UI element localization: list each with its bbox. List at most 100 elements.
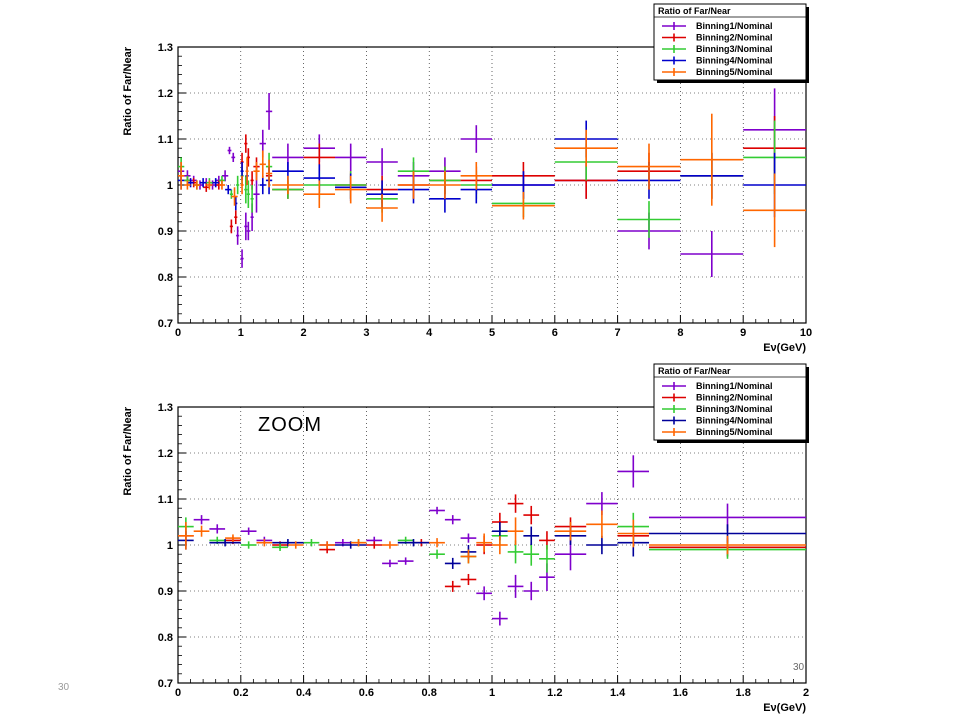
data-point — [586, 510, 618, 539]
legend-label: Binning2/Nominal — [696, 393, 773, 403]
data-point — [460, 162, 492, 190]
x-tick-label: 1.2 — [547, 687, 562, 699]
page-number-right: 30 — [793, 662, 805, 673]
legend-entry: Binning1/Nominal — [662, 381, 773, 391]
data-point — [460, 573, 477, 586]
data-point — [250, 185, 254, 213]
legend-label: Binning1/Nominal — [696, 381, 773, 391]
data-point — [523, 505, 540, 525]
data-point — [209, 539, 241, 547]
data-point — [240, 249, 244, 268]
data-point — [586, 535, 618, 555]
data-point — [523, 526, 540, 545]
data-point — [236, 175, 240, 195]
data-point — [227, 146, 232, 155]
data-point — [492, 535, 508, 555]
x-tick-label: 6 — [552, 327, 558, 339]
y-tick-label: 0.9 — [158, 586, 173, 598]
legend: Ratio of Far/Near Binning1/Nominal Binning… — [653, 3, 809, 83]
y-tick-label: 0.7 — [158, 318, 173, 330]
legend-entry: Binning3/Nominal — [662, 44, 773, 54]
data-point — [244, 175, 248, 204]
data-point — [492, 611, 508, 626]
data-point — [460, 125, 492, 153]
data-point — [244, 134, 248, 153]
data-point — [444, 557, 461, 569]
data-point — [184, 180, 191, 190]
legend-entry: Binning2/Nominal — [662, 33, 773, 43]
x-tick-label: 0.4 — [296, 687, 312, 699]
data-point — [617, 519, 649, 548]
data-point — [507, 517, 524, 545]
data-point — [245, 157, 249, 185]
x-tick-label: 0.8 — [422, 687, 437, 699]
data-point — [617, 143, 681, 190]
data-point — [429, 549, 445, 559]
data-point — [253, 175, 260, 213]
data-point — [382, 559, 398, 568]
x-tick-label: 9 — [740, 327, 746, 339]
data-point — [259, 175, 266, 195]
data-point — [444, 515, 461, 525]
y-tick-label: 1.1 — [158, 494, 173, 506]
data-point — [366, 194, 398, 222]
data-point — [649, 535, 806, 555]
y-tick-label: 1.1 — [158, 134, 173, 146]
x-tick-label: 1.6 — [673, 687, 688, 699]
data-point — [743, 173, 806, 248]
chart-full-range: 0 1 2 3 4 5 6 7 8 9 10 0.7 0.8 0.9 1 1.1 1.2 1.3 Ratio of … — [122, 3, 812, 354]
y-tick-label: 1.3 — [158, 402, 173, 414]
data-point — [240, 175, 244, 195]
data-point — [231, 152, 236, 162]
data-point — [265, 93, 273, 130]
data-point — [193, 515, 210, 525]
x-tick-label: 2 — [803, 687, 809, 699]
data-point — [350, 539, 367, 547]
legend-label: Binning2/Nominal — [696, 33, 773, 43]
data-point — [335, 143, 367, 172]
data-point — [225, 534, 241, 542]
y-tick-label: 0.9 — [158, 226, 173, 238]
data-point — [523, 581, 540, 601]
data-point — [397, 171, 430, 199]
data-point — [523, 542, 540, 566]
data-point — [492, 191, 555, 220]
y-axis-label: Ratio of Far/Near — [122, 46, 134, 135]
x-tick-label: 0 — [175, 327, 181, 339]
data-point — [272, 175, 304, 195]
series — [178, 510, 806, 564]
legend-title: Ratio of Far/Near — [658, 6, 731, 16]
data-point — [460, 533, 477, 543]
legend-entry: Binning5/Nominal — [662, 427, 773, 437]
data-point — [231, 187, 238, 206]
data-point — [460, 549, 477, 564]
y-tick-label: 0.8 — [158, 632, 173, 644]
series — [178, 113, 806, 248]
data-point — [236, 226, 240, 245]
x-tick-label: 1.4 — [610, 687, 626, 699]
y-tick-label: 1.2 — [158, 88, 173, 100]
data-point — [539, 545, 555, 573]
legend-entry: Binning4/Nominal — [662, 416, 773, 426]
data-point — [240, 541, 257, 549]
x-tick-label: 1.8 — [736, 687, 751, 699]
x-tick-label: 7 — [615, 327, 621, 339]
data-point — [617, 201, 681, 238]
data-point — [221, 170, 229, 182]
data-point — [397, 557, 414, 565]
data-point — [366, 148, 398, 176]
legend-label: Binning3/Nominal — [696, 404, 773, 414]
data-point — [218, 180, 226, 190]
data-point — [397, 539, 430, 547]
data-point — [234, 210, 238, 225]
data-point — [617, 455, 649, 488]
x-tick-label: 4 — [426, 327, 433, 339]
data-point — [256, 539, 273, 547]
data-point — [265, 159, 273, 188]
data-point — [193, 525, 210, 537]
zoom-annotation: ZOOM — [258, 414, 322, 436]
x-tick-label: 0 — [175, 687, 181, 699]
legend-title: Ratio of Far/Near — [658, 366, 731, 376]
x-tick-label: 5 — [489, 327, 495, 339]
